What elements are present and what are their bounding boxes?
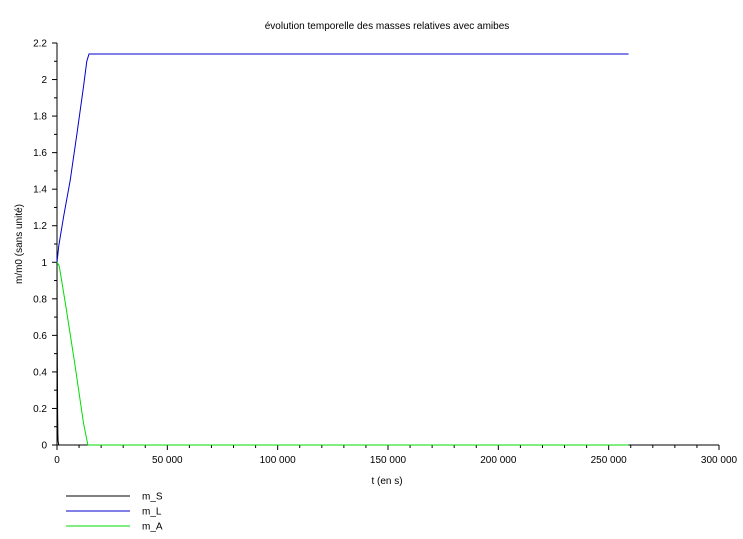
chart-title: évolution temporelle des masses relative… — [265, 21, 510, 32]
legend-label-m_L: m_L — [142, 507, 162, 518]
y-tick-label: 1.8 — [33, 112, 47, 123]
y-tick-label: 0.2 — [33, 404, 47, 415]
series-line-m_A — [56, 262, 629, 446]
legend-label-m_A: m_A — [142, 522, 163, 533]
y-tick-label: 1 — [41, 258, 47, 269]
y-tick-label: 2.2 — [33, 39, 47, 50]
series-line-m_L — [56, 53, 629, 263]
x-tick-label: 250 000 — [591, 455, 628, 466]
y-tick-label: 0 — [41, 441, 47, 452]
y-axis-label: m/m0 (sans unité) — [14, 204, 25, 284]
legend-label-m_S: m_S — [142, 492, 163, 503]
legend: m_S m_L m_A — [66, 492, 163, 533]
y-tick-label: 1.2 — [33, 221, 47, 232]
x-tick-label: 150 000 — [370, 455, 407, 466]
x-tick-label: 200 000 — [480, 455, 517, 466]
x-tick-label: 0 — [54, 455, 60, 466]
y-tick-label: 1.4 — [33, 185, 47, 196]
plot-area: 0 50 000 100 000 150 000 200 000 250 000 300 0… — [33, 39, 737, 467]
y-tick-label: 0.6 — [33, 331, 47, 342]
y-tick-label: 2 — [41, 75, 47, 86]
y-tick-label: 1.6 — [33, 148, 47, 159]
y-tick-label: 0.8 — [33, 294, 47, 305]
x-tick-label: 300 000 — [701, 455, 738, 466]
x-tick-label: 50 000 — [152, 455, 183, 466]
x-tick-label: 100 000 — [260, 455, 297, 466]
y-tick-label: 0.4 — [33, 367, 47, 378]
series-line-m_S — [56, 262, 60, 446]
x-axis-label: t (en s) — [371, 476, 402, 487]
